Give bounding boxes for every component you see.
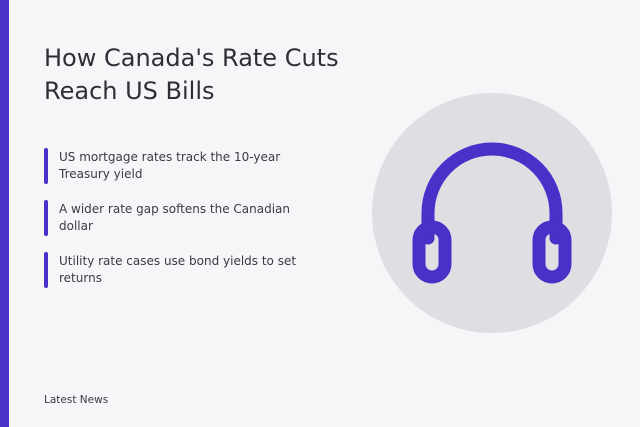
headphones-illustration [372,93,612,333]
headphones-icon [412,142,572,284]
bullet-marker [44,200,48,236]
headband-icon [421,142,563,245]
right-earcup-icon [532,220,572,284]
bullet-text: A wider rate gap softens the Canadian do… [59,202,290,233]
list-item: A wider rate gap softens the Canadian do… [44,200,314,236]
left-accent-bar [0,0,9,427]
footer-label: Latest News [44,394,109,406]
bullet-text: US mortgage rates track the 10-year Trea… [59,150,281,181]
page-title: How Canada's Rate Cuts Reach US Bills [44,44,339,105]
list-item: Utility rate cases use bond yields to se… [44,252,314,288]
left-earcup-icon [412,220,452,284]
bullet-marker [44,252,48,288]
list-item: US mortgage rates track the 10-year Trea… [44,148,314,184]
bullet-text: Utility rate cases use bond yields to se… [59,254,297,285]
background-circle [372,93,612,333]
bullet-list: US mortgage rates track the 10-year Trea… [44,148,314,304]
illustration [372,93,612,333]
bullet-marker [44,148,48,184]
